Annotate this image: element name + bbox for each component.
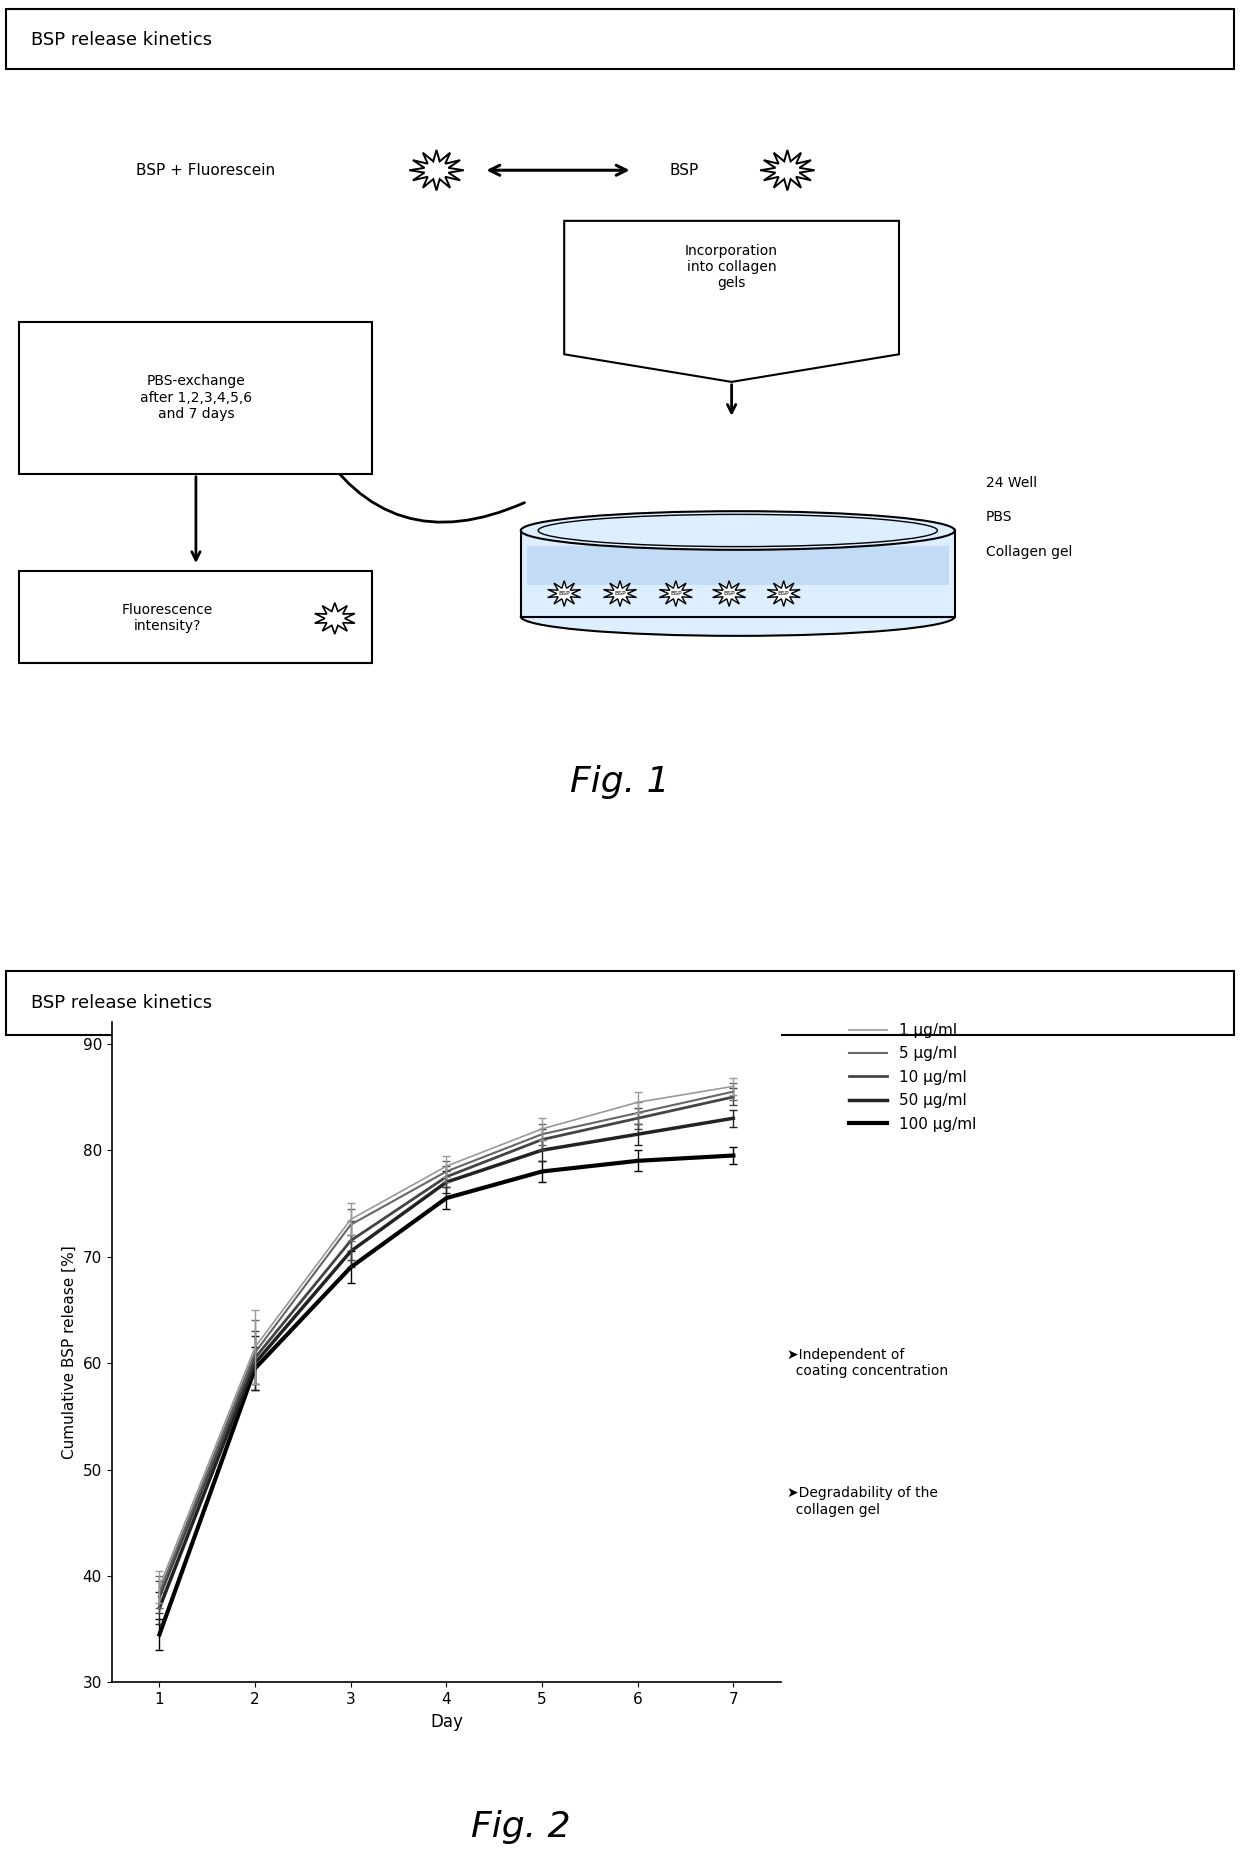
Text: BSP release kinetics: BSP release kinetics xyxy=(31,995,212,1011)
Text: ➤Independent of
  coating concentration: ➤Independent of coating concentration xyxy=(787,1348,949,1379)
Text: 24 Well: 24 Well xyxy=(986,476,1037,491)
Polygon shape xyxy=(409,151,464,190)
Bar xyxy=(19,571,372,662)
Ellipse shape xyxy=(521,511,955,550)
Text: BSP release kinetics: BSP release kinetics xyxy=(31,30,212,48)
Bar xyxy=(6,9,1234,69)
Polygon shape xyxy=(548,580,580,606)
Text: BSP: BSP xyxy=(723,591,735,597)
Ellipse shape xyxy=(521,597,955,636)
Ellipse shape xyxy=(538,515,937,547)
Text: BSP: BSP xyxy=(777,591,790,597)
Text: PBS: PBS xyxy=(986,509,1012,524)
Text: Fig. 2: Fig. 2 xyxy=(471,1811,570,1844)
Text: BSP: BSP xyxy=(670,591,682,597)
Y-axis label: Cumulative BSP release [%]: Cumulative BSP release [%] xyxy=(62,1246,77,1459)
Bar xyxy=(19,322,372,474)
Polygon shape xyxy=(604,580,636,606)
Text: BSP: BSP xyxy=(670,164,699,178)
Polygon shape xyxy=(760,151,815,190)
Text: ➤Degradability of the
  collagen gel: ➤Degradability of the collagen gel xyxy=(787,1487,939,1517)
Polygon shape xyxy=(660,580,692,606)
Legend: 1 μg/ml, 5 μg/ml, 10 μg/ml, 50 μg/ml, 100 μg/ml: 1 μg/ml, 5 μg/ml, 10 μg/ml, 50 μg/ml, 10… xyxy=(842,1017,982,1138)
Bar xyxy=(6,970,1234,1035)
Polygon shape xyxy=(768,580,800,606)
Bar xyxy=(527,547,949,586)
Text: Fluorescence
intensity?: Fluorescence intensity? xyxy=(122,604,213,634)
Text: Incorporation
into collagen
gels: Incorporation into collagen gels xyxy=(684,244,779,290)
Polygon shape xyxy=(713,580,745,606)
Bar xyxy=(521,530,955,617)
Text: BSP + Fluorescein: BSP + Fluorescein xyxy=(136,164,275,178)
Text: PBS-exchange
after 1,2,3,4,5,6
and 7 days: PBS-exchange after 1,2,3,4,5,6 and 7 day… xyxy=(140,374,252,420)
Text: BSP: BSP xyxy=(614,591,626,597)
Text: Collagen gel: Collagen gel xyxy=(986,545,1073,560)
Polygon shape xyxy=(315,602,355,634)
Polygon shape xyxy=(564,221,899,381)
Text: Fig. 1: Fig. 1 xyxy=(570,766,670,799)
Text: BSP: BSP xyxy=(558,591,570,597)
X-axis label: Day: Day xyxy=(430,1712,463,1731)
